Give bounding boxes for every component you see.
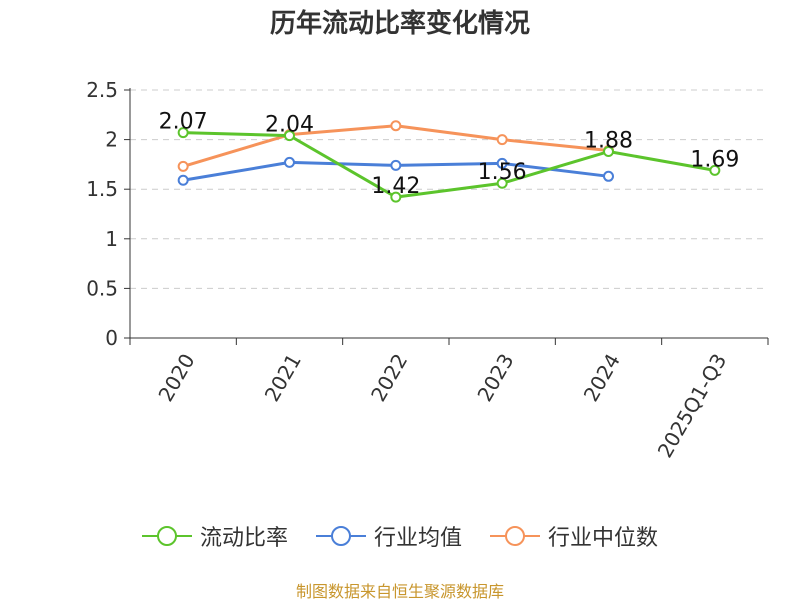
- chart-title: 历年流动比率变化情况: [269, 9, 530, 39]
- y-tick-label: 0: [105, 326, 118, 350]
- legend-label-current-ratio: 流动比率: [199, 526, 288, 551]
- legend-swatch-industry-median: [490, 526, 540, 546]
- data-point-0: [177, 127, 189, 139]
- data-point-1: [390, 159, 402, 171]
- legend-swatch-industry-mean: [315, 526, 366, 546]
- data-point-0: [284, 130, 295, 142]
- y-tick-label: 1: [105, 227, 118, 251]
- x-tick-label: 2024: [579, 350, 625, 406]
- legend: 流动比率 行业均值 行业中位数: [0, 520, 800, 552]
- data-label: 1.56: [478, 160, 527, 185]
- legend-item-industry-mean[interactable]: 行业均值: [315, 520, 462, 552]
- data-point-2: [496, 134, 508, 146]
- legend-item-current-ratio[interactable]: 流动比率: [141, 520, 288, 552]
- x-tick-label: 2025Q1-Q3: [653, 350, 732, 462]
- data-point-2: [177, 160, 189, 172]
- x-tick-label: 2022: [366, 350, 412, 406]
- x-tick-label: 2023: [472, 349, 518, 405]
- data-point-0: [709, 164, 721, 176]
- data-point-1: [177, 174, 189, 186]
- data-label: 1.69: [690, 147, 739, 172]
- y-tick-label: 2.5: [86, 78, 118, 102]
- data-label: 1.88: [584, 129, 633, 154]
- data-point-1: [284, 156, 295, 168]
- data-label: 2.04: [265, 113, 314, 138]
- legend-item-industry-median[interactable]: 行业中位数: [490, 520, 658, 552]
- data-label: 2.07: [159, 110, 208, 135]
- y-tick-label: 2: [105, 128, 118, 152]
- legend-label-industry-mean: 行业均值: [373, 526, 462, 551]
- legend-label-industry-median: 行业中位数: [548, 526, 659, 551]
- data-point-0: [496, 177, 508, 189]
- source-footer: 制图数据来自恒生聚源数据库: [295, 582, 504, 601]
- y-tick-label: 1.5: [86, 177, 118, 201]
- x-tick-label: 2020: [153, 350, 199, 406]
- data-point-0: [603, 146, 614, 158]
- y-tick-label: 0.5: [86, 276, 118, 300]
- data-point-2: [390, 120, 402, 132]
- data-point-1: [496, 157, 508, 169]
- data-label: 1.42: [371, 174, 420, 199]
- series-line-0: [183, 131, 716, 199]
- data-point-0: [390, 191, 402, 203]
- x-tick-label: 2021: [260, 350, 306, 406]
- legend-swatch-current-ratio: [141, 526, 192, 546]
- data-point-1: [603, 170, 614, 182]
